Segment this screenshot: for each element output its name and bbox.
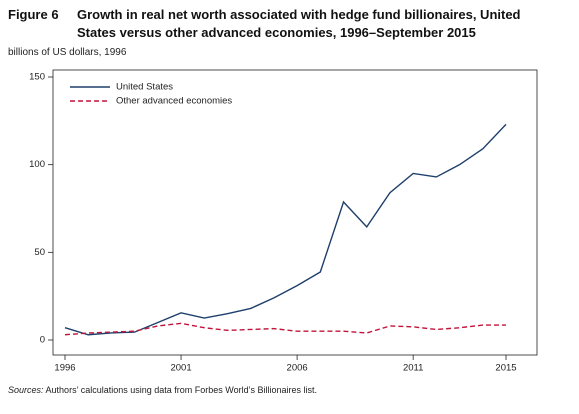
x-tick-label: 2011 — [403, 363, 423, 374]
source-label: Sources: — [8, 385, 44, 395]
y-tick-label: 0 — [40, 335, 45, 346]
x-tick-label: 2006 — [287, 363, 308, 374]
x-tick-label: 2015 — [495, 363, 516, 374]
x-tick-label: 2001 — [170, 363, 191, 374]
y-tick-label: 100 — [29, 159, 45, 170]
y-axis-label: billions of US dollars, 1996 — [8, 47, 127, 58]
series-line — [64, 322, 506, 336]
legend-label: United States — [116, 82, 173, 93]
x-tick-label: 1996 — [54, 363, 75, 374]
source-text: Authors’ calculations using data from Fo… — [45, 385, 317, 395]
plot-frame — [52, 69, 538, 356]
figure-label: Figure 6 — [8, 7, 59, 22]
y-tick-label: 150 — [29, 72, 45, 83]
source-note: Sources: Authors’ calculations using dat… — [8, 385, 317, 395]
legend-label: Other advanced economies — [116, 96, 232, 107]
y-tick-label: 50 — [34, 247, 45, 258]
chart-title: Growth in real net worth associated with… — [77, 7, 521, 40]
series-line — [64, 123, 507, 336]
